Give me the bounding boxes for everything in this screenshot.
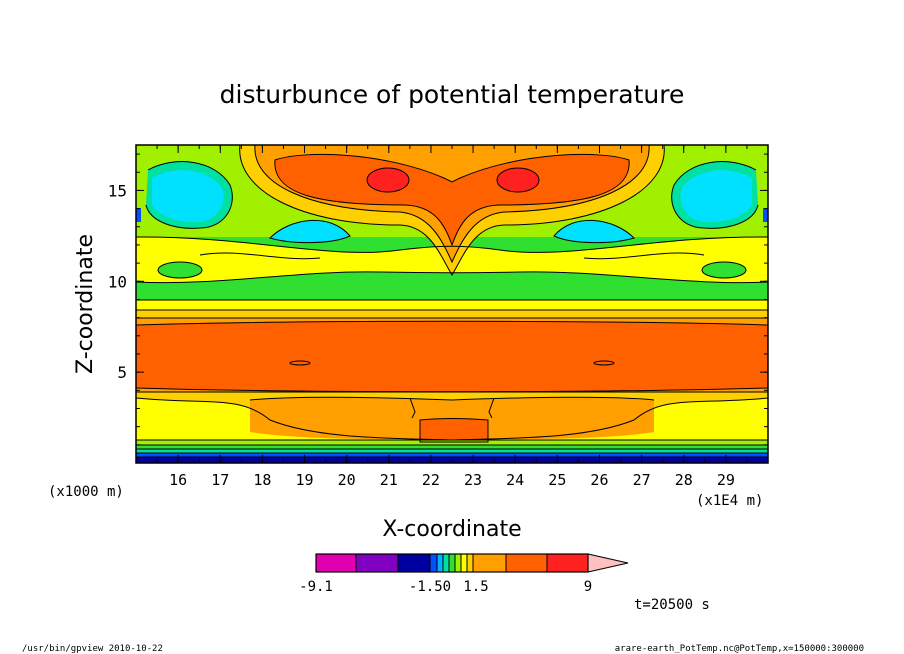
x-tick-label: 24 bbox=[506, 471, 524, 489]
colorbar-swatch bbox=[460, 553, 468, 573]
cyan-cell-center-left bbox=[270, 220, 350, 243]
colorbar-swatch bbox=[454, 553, 462, 573]
x-tick-label: 23 bbox=[464, 471, 482, 489]
y-axis: 5 10 15 bbox=[108, 153, 768, 446]
upper-red-cell-right bbox=[497, 168, 539, 192]
colorbar-swatch bbox=[442, 553, 450, 573]
surface-band-2 bbox=[136, 445, 768, 449]
y-tick-label: 10 bbox=[108, 272, 127, 291]
x-tick-label: 18 bbox=[253, 471, 271, 489]
y-unit-label: (x1000 m) bbox=[48, 484, 124, 500]
colorbar-swatch bbox=[315, 553, 357, 573]
colorbar-label: -9.1 bbox=[299, 579, 333, 595]
blue-edge-right bbox=[763, 208, 768, 222]
time-label: t=20500 s bbox=[634, 597, 710, 613]
y-tick-label: 5 bbox=[117, 363, 127, 382]
green-cell-right bbox=[702, 262, 746, 278]
colorbar-swatch bbox=[448, 553, 456, 573]
x-unit-label: (x1E4 m) bbox=[696, 493, 763, 509]
colorbar-label: -1.50 bbox=[409, 579, 451, 595]
x-tick-label: 21 bbox=[380, 471, 398, 489]
x-tick-label: 27 bbox=[633, 471, 651, 489]
colorbar-swatch bbox=[436, 553, 444, 573]
surface-band-4 bbox=[136, 453, 768, 457]
x-tick-label: 22 bbox=[422, 471, 440, 489]
colorbar-swatch bbox=[505, 553, 548, 573]
x-tick-label: 25 bbox=[548, 471, 566, 489]
upper-darkorange-region bbox=[274, 154, 630, 245]
darkorange-band-6 bbox=[136, 321, 768, 392]
colorbar-frame bbox=[315, 553, 589, 573]
colorbar-swatch bbox=[429, 553, 438, 573]
colorbar-swatch bbox=[546, 553, 589, 573]
x-tick-label: 29 bbox=[717, 471, 735, 489]
colorbar: -9.1 -1.50 1.5 9 bbox=[299, 553, 629, 595]
surface-band-3 bbox=[136, 449, 768, 453]
x-tick-label: 16 bbox=[169, 471, 187, 489]
cyan-cell-center-right bbox=[554, 220, 634, 243]
x-tick-label: 20 bbox=[338, 471, 356, 489]
colorbar-swatch bbox=[466, 553, 474, 573]
chart-title: disturbunce of potential temperature bbox=[220, 80, 685, 109]
blue-edge-left bbox=[136, 208, 141, 222]
colorbar-label: 9 bbox=[584, 579, 592, 595]
footer-left: /usr/bin/gpview 2010-10-22 bbox=[22, 644, 163, 654]
colorbar-label: 1.5 bbox=[463, 579, 488, 595]
x-tick-label: 17 bbox=[211, 471, 229, 489]
colorbar-arrow bbox=[587, 553, 629, 573]
y-tick-label: 15 bbox=[108, 181, 127, 200]
x-axis: 16 17 18 19 20 21 22 23 24 25 26 27 28 29 bbox=[156, 145, 748, 489]
upper-red-cell-left bbox=[367, 168, 409, 192]
contour-lines bbox=[135, 144, 769, 458]
x-tick-label: 28 bbox=[675, 471, 693, 489]
x-tick-label: 26 bbox=[590, 471, 608, 489]
x-axis-title: X-coordinate bbox=[382, 517, 521, 542]
colorbar-swatch bbox=[355, 553, 399, 573]
x-tick-label: 19 bbox=[296, 471, 314, 489]
plot-area bbox=[135, 144, 769, 464]
footer-right: arare-earth_PotTemp.nc@PotTemp,x=150000:… bbox=[615, 644, 864, 654]
cyan-cell-right bbox=[680, 170, 752, 223]
colorbar-swatch bbox=[397, 553, 431, 573]
green-band-10 bbox=[136, 271, 768, 300]
lower-darkorange-cell bbox=[420, 418, 488, 442]
y-axis-title: Z-coordinate bbox=[73, 234, 98, 374]
cyan-cell-left bbox=[152, 170, 224, 223]
green-cell-left bbox=[158, 262, 202, 278]
colorbar-swatch bbox=[472, 553, 507, 573]
